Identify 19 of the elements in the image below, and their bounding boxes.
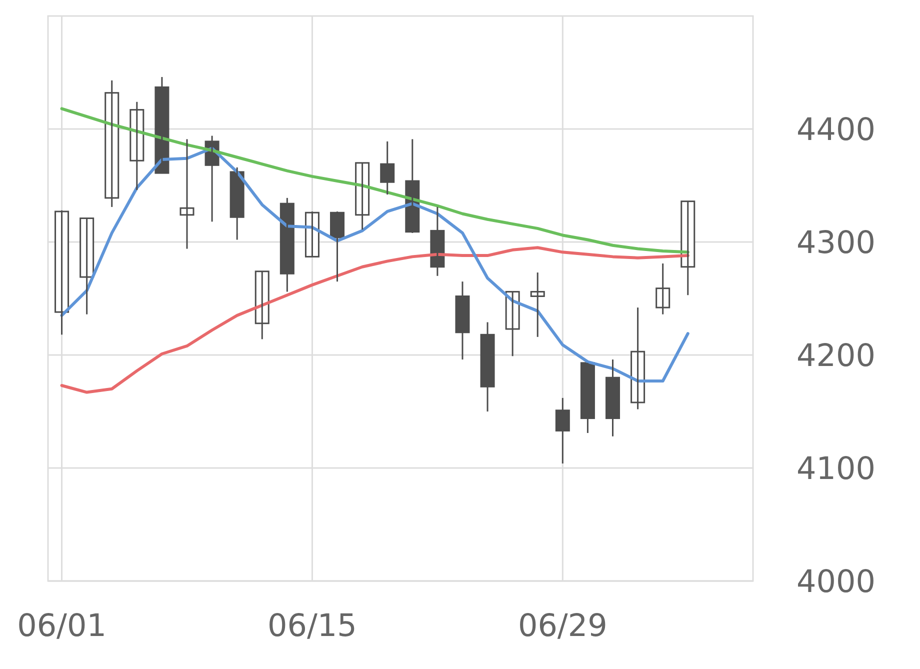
candlestick [455, 280, 470, 360]
candlestick [530, 272, 545, 338]
x-tick-label: 06/29 [518, 608, 608, 644]
candlestick [656, 262, 670, 316]
line-series [60, 107, 690, 254]
y-tick-label: 4200 [796, 338, 876, 374]
x-tick-label: 06/15 [268, 608, 357, 644]
x-tick-label: 06/01 [17, 608, 106, 644]
y-tick-label: 4400 [796, 112, 876, 148]
candlestick [555, 397, 570, 464]
y-tick-label: 4300 [796, 225, 876, 262]
line-series [60, 146, 690, 382]
candlestick [480, 321, 495, 412]
candlestick [380, 140, 395, 196]
candlestick [606, 358, 620, 438]
y-tick-label: 4100 [796, 451, 876, 488]
candlestick [304, 210, 320, 258]
y-tick-label: 4000 [796, 564, 876, 600]
line-series [60, 246, 690, 394]
